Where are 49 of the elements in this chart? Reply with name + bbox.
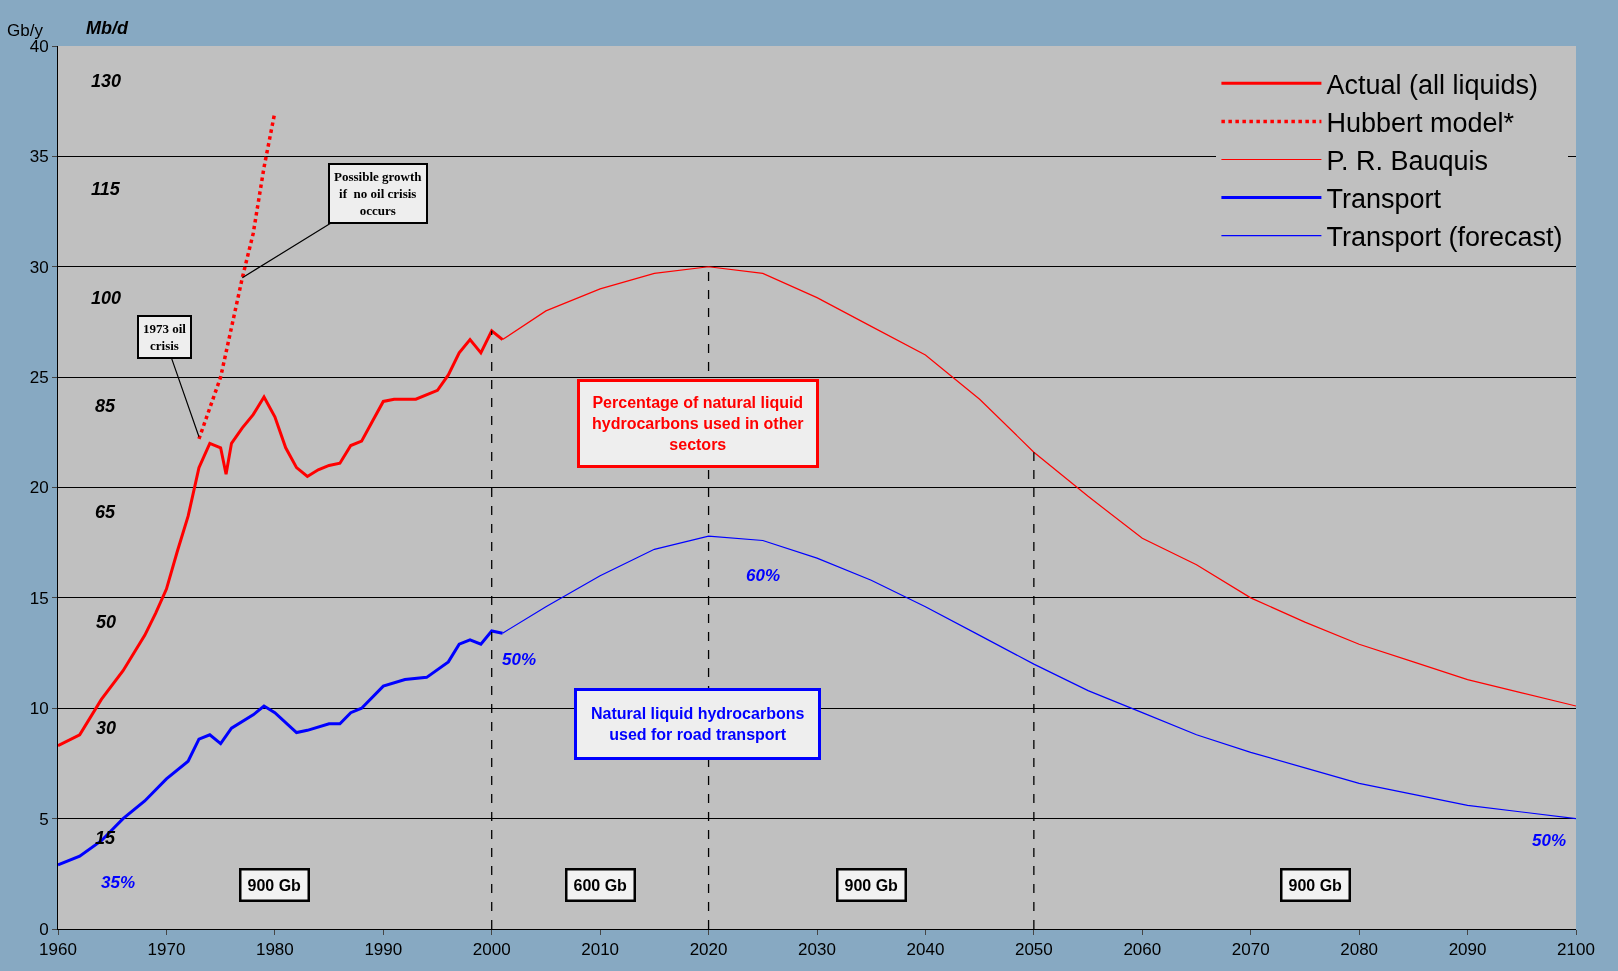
- annotation: 50%: [502, 650, 537, 669]
- annotation: 50%: [1532, 831, 1567, 850]
- annotation: 65: [95, 502, 117, 522]
- x-tick-label: 1970: [147, 940, 186, 960]
- x-tick-label: 1980: [255, 940, 294, 960]
- annotation: Natural liquid hydrocarbons used for road transport: [591, 705, 805, 743]
- x-tick-label: 2060: [1123, 940, 1162, 960]
- x-tick-label: 1990: [364, 940, 403, 960]
- x-tick-label: 2090: [1448, 940, 1487, 960]
- x-tick-label: 2000: [472, 940, 511, 960]
- annotation: 85: [95, 396, 117, 416]
- annotation: 60%: [746, 566, 781, 585]
- x-tick-label: 1960: [39, 940, 77, 960]
- y-tick-label: 15: [29, 588, 49, 608]
- annotation: 900 Gb: [247, 876, 302, 894]
- x-tick-label: 2010: [581, 940, 620, 960]
- y-tick-label: 30: [29, 257, 49, 277]
- annotation: 900 Gb: [844, 876, 899, 894]
- x-tick-label: 2080: [1340, 940, 1379, 960]
- y-tick-label: 25: [29, 368, 49, 388]
- legend-label: Actual (all liquids): [1326, 69, 1538, 100]
- y-tick-label: 20: [29, 478, 49, 498]
- legend-label: P. R. Bauquis: [1326, 146, 1489, 177]
- annotation: Possible growth if no oil crisis occurs: [334, 169, 423, 218]
- x-tick-label: 2050: [1014, 940, 1053, 960]
- y-tick-label: 5: [39, 809, 49, 829]
- y-tick-label: 0: [39, 919, 49, 939]
- y-axis-title: Gb/y: [7, 21, 44, 40]
- annotation: 900 Gb: [1288, 876, 1343, 894]
- legend-label: Transport: [1326, 184, 1442, 215]
- annotation: Percentage of natural liquid hydrocarbons used in other sectors: [592, 394, 804, 453]
- legend-label: Hubbert model*: [1326, 107, 1515, 138]
- annotation: 50: [96, 612, 117, 632]
- text: Mb/d: [86, 18, 129, 38]
- annotation: 35%: [101, 873, 136, 892]
- legend-label: Transport (forecast): [1326, 222, 1563, 253]
- x-tick-label: 2030: [798, 940, 836, 960]
- annotation: 115: [91, 179, 121, 199]
- annotation: 30: [96, 718, 117, 738]
- x-tick-label: 2070: [1231, 940, 1270, 960]
- annotation: 600 Gb: [573, 876, 628, 894]
- y-tick-label: 10: [29, 699, 49, 719]
- annotation: 1973 oil crisis: [143, 321, 187, 353]
- x-tick-label: 2040: [906, 940, 945, 960]
- annotation: 100: [91, 288, 122, 308]
- x-tick-label: 2100: [1557, 940, 1595, 960]
- x-tick-label: 2020: [689, 940, 728, 960]
- y-tick-label: 35: [29, 147, 49, 167]
- annotation: 130: [91, 71, 122, 91]
